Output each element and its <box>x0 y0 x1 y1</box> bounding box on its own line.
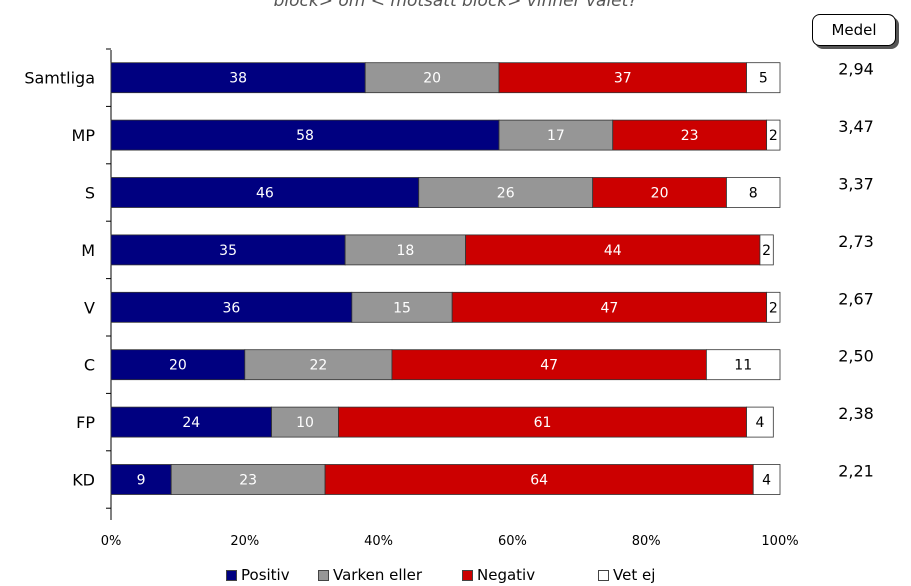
bar-segment <box>498 62 747 94</box>
data-label: 20 <box>651 186 669 202</box>
bar-segment <box>706 349 781 381</box>
bar-segment <box>338 406 747 438</box>
data-label: 4 <box>755 415 764 431</box>
x-tick-label: 40% <box>364 534 393 549</box>
bar-segment <box>110 119 500 151</box>
legend-swatch-vet-ej <box>598 569 609 581</box>
legend-label-positiv: Positiv <box>241 566 290 584</box>
data-label: 10 <box>296 415 314 431</box>
bar-segment <box>465 234 761 266</box>
data-label: 58 <box>296 128 314 144</box>
data-label: 8 <box>749 186 758 202</box>
data-label: 15 <box>393 300 411 316</box>
category-label: Samtliga <box>24 69 95 88</box>
data-label: 61 <box>534 415 552 431</box>
bar-segment <box>364 62 500 94</box>
bar-segment <box>391 349 707 381</box>
data-label: 24 <box>182 415 200 431</box>
bar-segment <box>110 349 246 381</box>
legend-swatch-positiv <box>226 569 237 581</box>
bar-segment <box>271 406 339 438</box>
medel-value: 2,50 <box>838 347 874 366</box>
legend-item-varken-eller: Varken eller <box>318 566 422 584</box>
medel-value: 2,21 <box>838 462 874 481</box>
category-label: V <box>84 298 95 317</box>
legend-item-vet-ej: Vet ej <box>598 566 655 584</box>
x-tick-label: 20% <box>230 534 259 549</box>
data-label: 22 <box>309 358 327 374</box>
data-label: 4 <box>762 473 771 489</box>
category-label: MP <box>72 126 96 145</box>
data-label: 47 <box>540 358 558 374</box>
medel-value: 2,67 <box>838 289 874 308</box>
data-label: 44 <box>604 243 622 259</box>
bar-segment <box>110 406 272 438</box>
data-label: 23 <box>239 473 257 489</box>
medel-header: Medel <box>812 14 896 46</box>
medel-value: 3,47 <box>838 117 874 136</box>
category-label: FP <box>76 413 95 432</box>
data-label: 47 <box>600 300 618 316</box>
data-label: 26 <box>497 186 515 202</box>
data-label: 23 <box>681 128 699 144</box>
bar-segment <box>110 464 172 495</box>
bar-segment <box>451 291 768 323</box>
medel-value: 2,94 <box>838 60 874 79</box>
data-label: 5 <box>759 71 768 87</box>
data-label: 35 <box>219 243 237 259</box>
bar-segment <box>752 464 781 495</box>
medel-value: 2,73 <box>838 232 874 251</box>
category-label: C <box>84 356 95 375</box>
bar-segment <box>324 464 754 495</box>
legend-item-negativ: Negativ <box>462 566 535 584</box>
data-label: 37 <box>614 71 632 87</box>
data-label: 17 <box>547 128 565 144</box>
bar-segment <box>759 234 774 266</box>
data-label: 20 <box>169 358 187 374</box>
legend-label-vet-ej: Vet ej <box>613 566 656 584</box>
data-label: 20 <box>423 71 441 87</box>
category-label: KD <box>72 471 95 490</box>
bar-segment <box>110 177 420 208</box>
bar-segment <box>244 349 393 381</box>
data-label: 2 <box>769 128 778 144</box>
legend-swatch-negativ <box>462 569 473 581</box>
data-label: 38 <box>229 71 247 87</box>
bar-segment <box>418 177 594 208</box>
bar-segment <box>110 62 366 94</box>
bar-segment <box>351 291 453 323</box>
category-label: M <box>81 241 95 260</box>
legend-item-positiv: Positiv <box>226 566 290 584</box>
chart-subtitle: block> om < motsatt block> vinner valet? <box>273 0 638 11</box>
bar-segment <box>746 62 781 94</box>
bar-segment <box>726 177 781 208</box>
legend-swatch-varken-eller <box>318 569 329 581</box>
x-tick-label: 100% <box>761 534 798 549</box>
data-label: 46 <box>256 186 274 202</box>
x-tick-label: 60% <box>498 534 527 549</box>
bar-segment <box>766 119 781 151</box>
category-label: S <box>85 184 95 203</box>
bar-segment <box>110 234 346 266</box>
data-label: 2 <box>769 300 778 316</box>
bar-segment <box>110 291 353 323</box>
bar-segment <box>498 119 614 151</box>
legend-label-varken-eller: Varken eller <box>333 566 423 584</box>
x-tick-label: 80% <box>632 534 661 549</box>
data-label: 2 <box>762 243 771 259</box>
legend-label-negativ: Negativ <box>477 566 536 584</box>
data-label: 11 <box>734 358 752 374</box>
medel-value: 3,37 <box>838 175 874 194</box>
data-label: 36 <box>223 300 241 316</box>
medel-value: 2,38 <box>838 404 874 423</box>
bar-segment <box>766 291 781 323</box>
data-label: 18 <box>396 243 414 259</box>
data-label: 64 <box>530 473 548 489</box>
x-tick-label: 0% <box>101 534 122 549</box>
data-label: 9 <box>137 473 146 489</box>
bar-segment <box>592 177 727 208</box>
bar-segment <box>746 406 774 438</box>
bar-segment <box>344 234 466 266</box>
